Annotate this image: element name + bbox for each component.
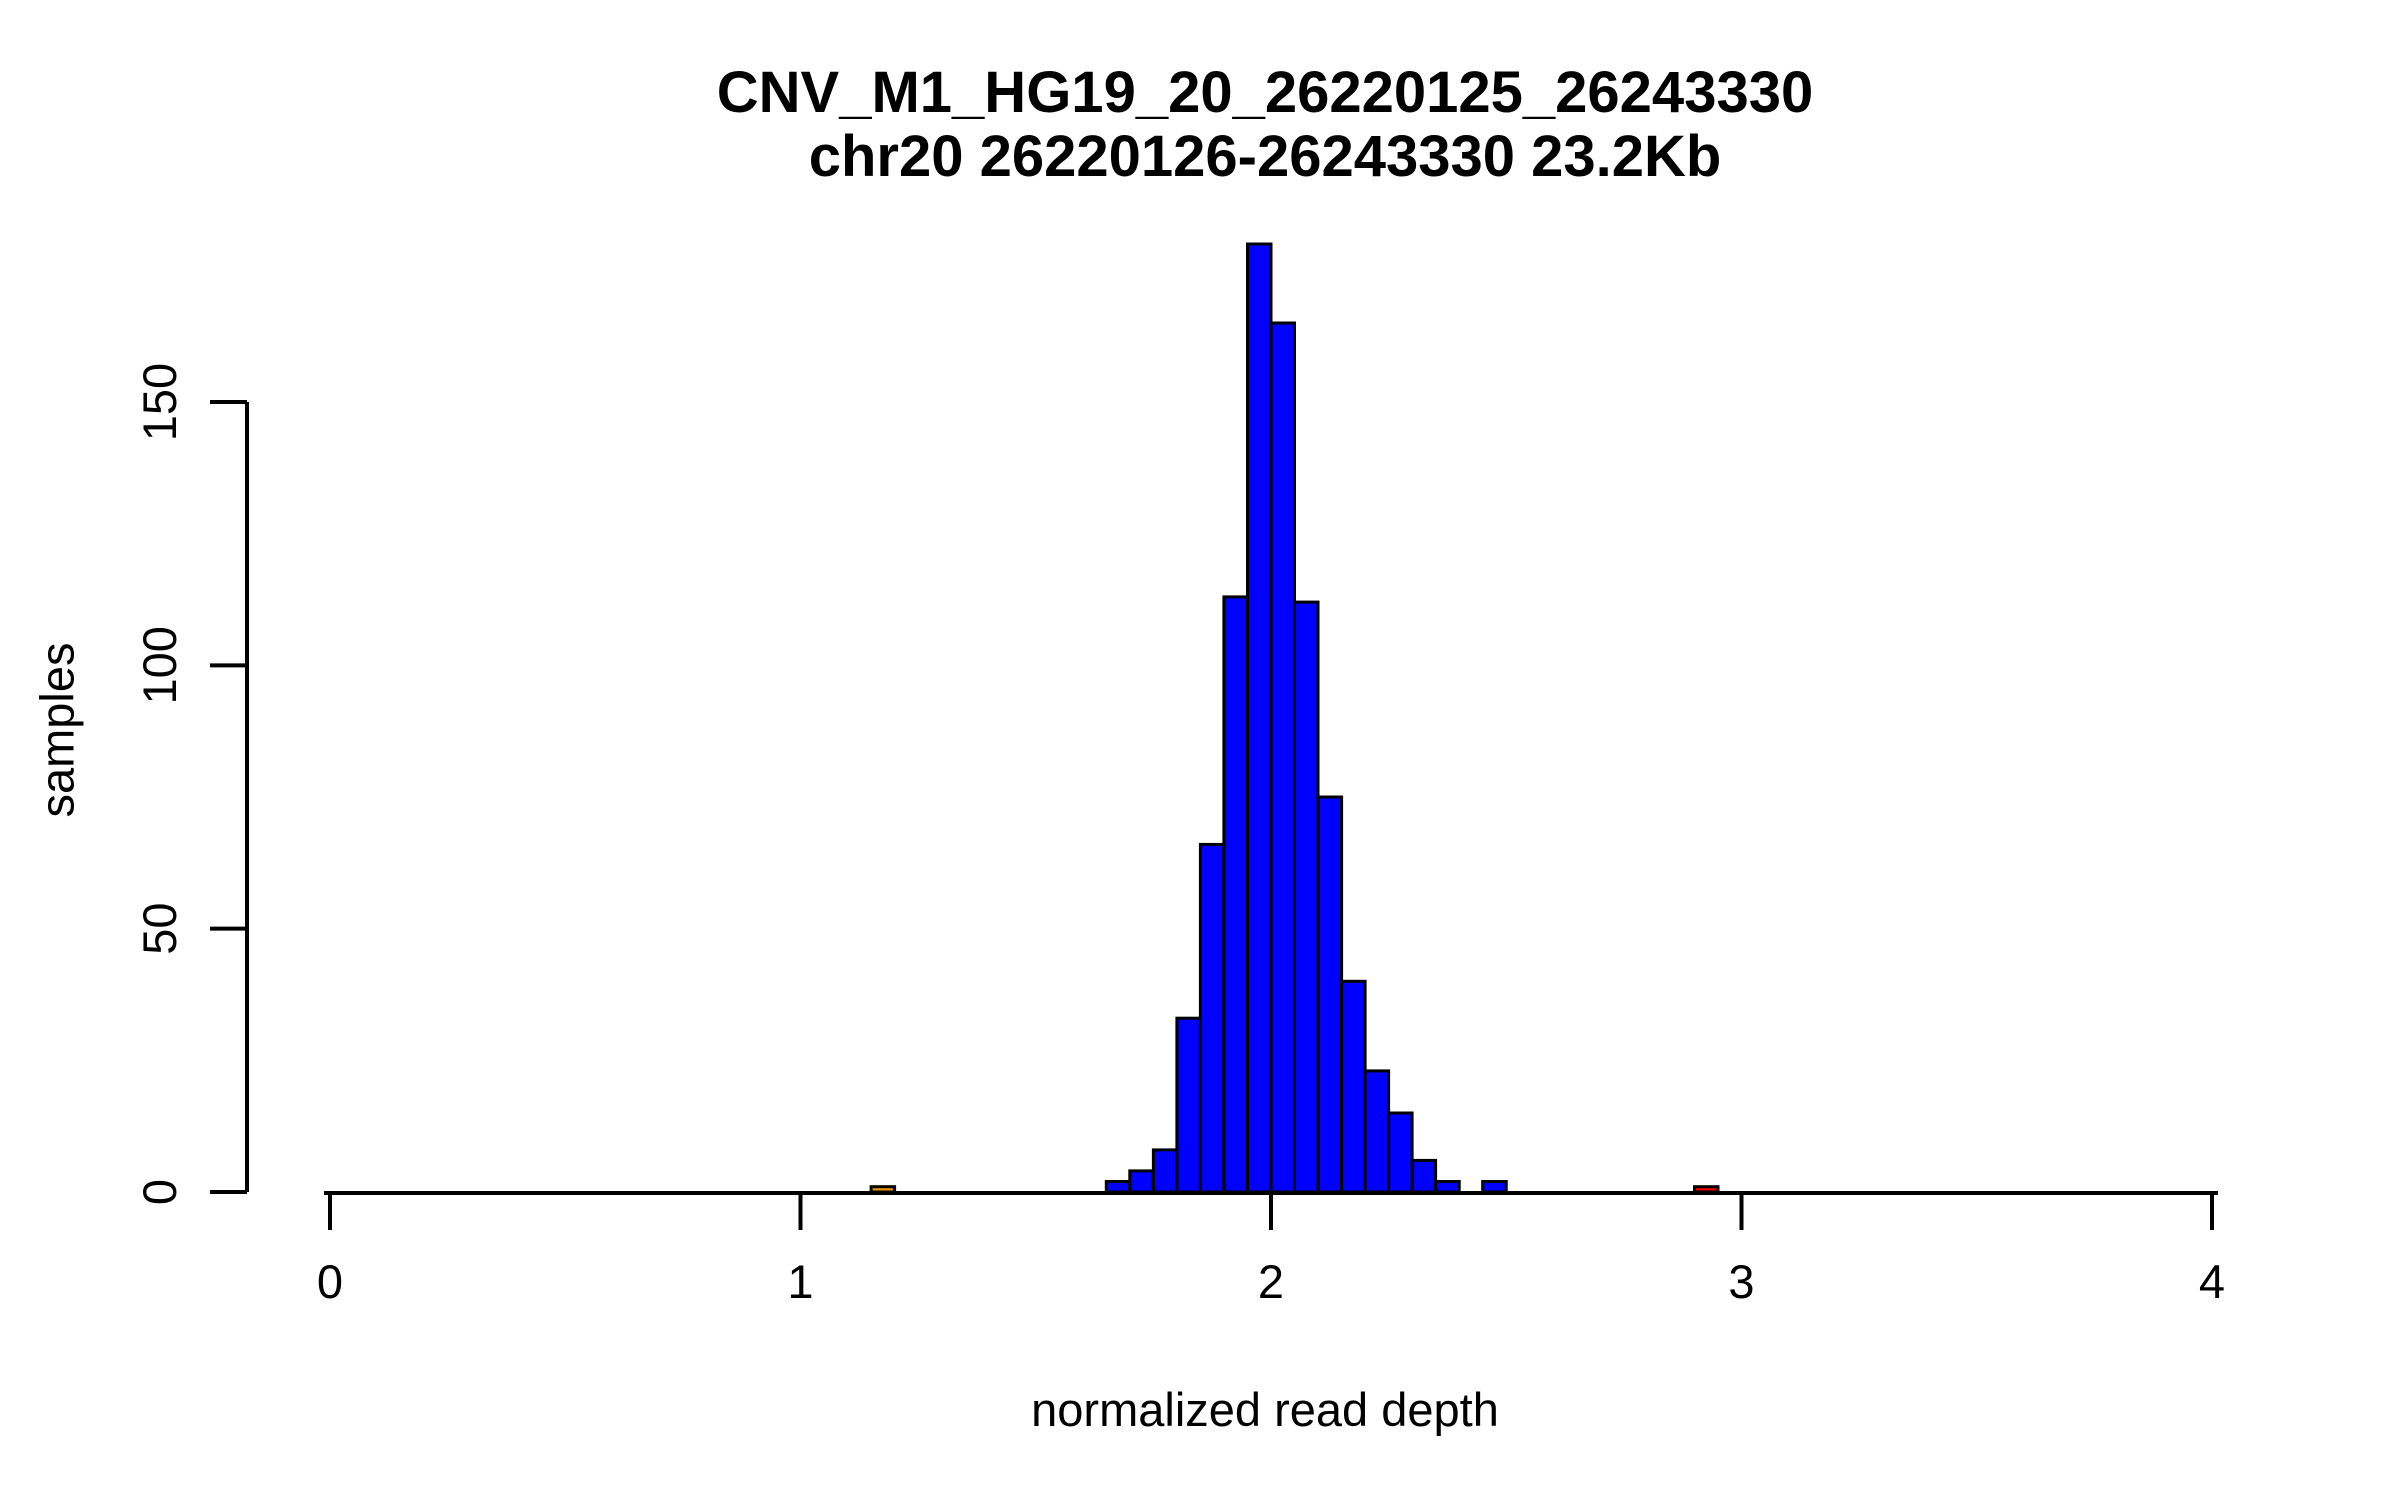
y-tick-label: 50 bbox=[133, 903, 186, 955]
chart-title: CNV_M1_HG19_20_26220125_26243330 bbox=[716, 60, 1814, 125]
histogram-bar bbox=[1128, 1169, 1155, 1194]
y-axis-label: samples bbox=[30, 642, 84, 818]
histogram-bar bbox=[1269, 321, 1296, 1194]
x-tick-label: 3 bbox=[1728, 1255, 1754, 1308]
histogram-bar bbox=[1434, 1180, 1461, 1194]
y-tick-label: 150 bbox=[133, 363, 186, 441]
histogram-bar bbox=[1410, 1158, 1438, 1194]
x-tick-label: 1 bbox=[787, 1255, 813, 1308]
x-tick-label: 2 bbox=[1258, 1255, 1284, 1308]
histogram-bar bbox=[1104, 1180, 1132, 1194]
histogram-bar bbox=[1198, 842, 1226, 1194]
histogram-bar bbox=[1151, 1148, 1179, 1194]
histogram-bar bbox=[1246, 242, 1273, 1194]
histogram-bar bbox=[1340, 979, 1367, 1194]
histogram-bar bbox=[1293, 600, 1320, 1194]
histogram-bar bbox=[1363, 1069, 1391, 1194]
histogram-bar bbox=[1222, 595, 1249, 1194]
histogram-bar bbox=[1316, 795, 1344, 1194]
histogram-bar bbox=[1175, 1016, 1202, 1194]
x-tick-label: 0 bbox=[317, 1255, 343, 1308]
x-tick-label: 4 bbox=[2199, 1255, 2225, 1308]
y-tick-label: 0 bbox=[133, 1179, 186, 1205]
histogram-bar bbox=[1387, 1111, 1414, 1194]
x-axis-label: normalized read depth bbox=[1031, 1383, 1499, 1436]
histogram-bar bbox=[1481, 1180, 1508, 1194]
y-tick-label: 100 bbox=[133, 626, 186, 704]
chart-subtitle: chr20 26220126-26243330 23.2Kb bbox=[808, 124, 1722, 189]
